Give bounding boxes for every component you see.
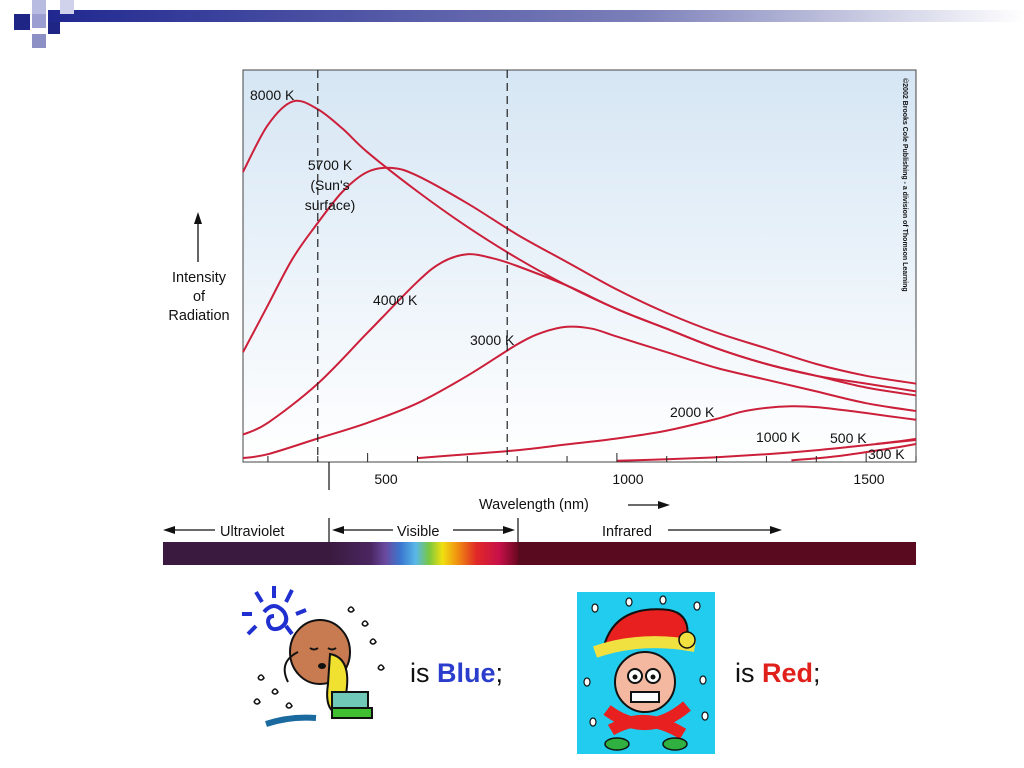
caption-left-prefix: is: [410, 658, 437, 688]
caption-left: is Blue;: [410, 658, 503, 689]
header-square: [32, 0, 46, 14]
series-label-500k: 500 K: [830, 430, 867, 446]
caption-right-prefix: is: [735, 658, 762, 688]
header-square: [14, 14, 30, 30]
hot-sweating-boy-image: [242, 586, 385, 727]
caption-right-suffix: ;: [813, 658, 821, 688]
x-tick-label-1000: 1000: [612, 471, 643, 487]
infrared-arrow-head: [770, 526, 782, 534]
series-line-500k: [791, 443, 917, 462]
series-line-4000k: [242, 253, 917, 436]
series-label-1000k: 1000 K: [756, 429, 801, 445]
series-label-5700k-line2: (Sun's: [310, 177, 349, 193]
region-ultraviolet: Ultraviolet: [220, 524, 284, 540]
series-label-2000k: 2000 K: [670, 404, 715, 420]
y-axis-label-line1: Intensity: [172, 270, 227, 286]
caption-right: is Red;: [735, 658, 821, 689]
copyright-note: ©2002 Brooks Cole Publishing - a divisio…: [901, 78, 909, 292]
series-line-2000k: [417, 405, 917, 460]
series-line-300k: [875, 437, 917, 445]
series-label-5700k-line1: 5700 K: [308, 157, 353, 173]
spectrum-visible: [329, 542, 518, 565]
header-square: [32, 34, 46, 48]
plot-area: [242, 69, 917, 463]
series-label-3000k: 3000 K: [470, 332, 515, 348]
series-label-4000k: 4000 K: [373, 292, 418, 308]
x-tick-label-500: 500: [374, 471, 398, 487]
series-label-8000k: 8000 K: [250, 87, 295, 103]
header-gradient-bar: [48, 10, 1024, 22]
x-axis-ticks: [267, 453, 917, 462]
header-square: [60, 0, 74, 14]
ultraviolet-arrow-head: [163, 526, 175, 534]
y-axis-label-line3: Radiation: [168, 308, 229, 324]
region-visible: Visible: [397, 524, 439, 540]
slide-header-decoration: [14, 0, 1024, 48]
blackbody-chart: 8000 K 5700 K (Sun's surface) 4000 K 300…: [163, 69, 917, 565]
header-square: [32, 14, 46, 28]
visible-band-boundaries: [317, 70, 508, 462]
x-axis-label: Wavelength (nm): [479, 497, 589, 513]
series-label-5700k-line3: surface): [305, 197, 356, 213]
y-axis-arrow-head: [194, 212, 202, 224]
caption-left-color-word: Blue: [437, 658, 496, 688]
spectrum-ultraviolet: [163, 542, 329, 565]
y-axis-label-line2: of: [193, 289, 206, 305]
sun-icon: [242, 586, 307, 636]
series-line-5700k: [242, 166, 917, 385]
series-line-3000k: [242, 325, 917, 460]
x-tick-label-1500: 1500: [853, 471, 884, 487]
caption-left-suffix: ;: [495, 658, 504, 688]
caption-right-color-word: Red: [762, 658, 814, 688]
spectrum-infrared: [518, 542, 916, 565]
region-infrared: Infrared: [602, 524, 652, 540]
snowflakes-icon: [583, 595, 709, 727]
series-curves: [242, 99, 917, 462]
freezing-boy-image: [577, 592, 715, 754]
visible-arrow-left-head: [332, 526, 344, 534]
header-square: [48, 22, 60, 34]
visible-arrow-right-head: [503, 526, 515, 534]
x-axis-arrow-head: [658, 501, 670, 509]
series-label-300k: 300 K: [868, 446, 905, 462]
sweat-drops-icon: [253, 606, 385, 709]
